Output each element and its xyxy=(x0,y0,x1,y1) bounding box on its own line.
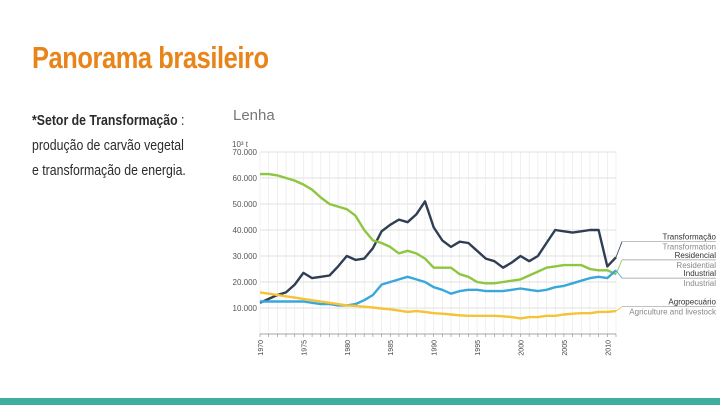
series-line xyxy=(260,172,617,285)
y-tick-label: 40.000 xyxy=(233,226,258,235)
series-line xyxy=(259,200,617,304)
axis-layer: 10.000 20.000 30.000 40.000 50.000 60.000 70.0… xyxy=(233,148,617,356)
grid-layer xyxy=(259,151,617,334)
bullet-line-3: e transformação de energia. xyxy=(32,162,186,179)
bullet-line-1: *Setor de Transformação : xyxy=(32,108,221,133)
chart-svg: Lenha 10³ t 10.000 20.000 30.000 40.000 50.0… xyxy=(232,107,717,356)
body-text: *Setor de Transformação : produção de ca… xyxy=(32,108,221,183)
x-tick-label: 1980 xyxy=(345,340,352,356)
legend-leader xyxy=(615,241,623,258)
legend-label: Transformação xyxy=(663,233,717,242)
y-tick-label: 50.000 xyxy=(233,200,258,209)
bullet-line-2: produção de carvão vegetal xyxy=(32,137,184,154)
legend-leader xyxy=(615,270,623,279)
legend-label-en: Residential xyxy=(676,261,716,270)
legend-label-en: Agriculture and livestock xyxy=(629,308,717,317)
legend-label-en: Industrial xyxy=(684,279,717,288)
lenha-chart: Lenha 10³ t 10.000 20.000 30.000 40.000 50.0… xyxy=(224,100,720,368)
bottom-accent-bar xyxy=(0,398,720,405)
x-tick-label: 2010 xyxy=(605,340,612,356)
series-line xyxy=(260,269,617,307)
legend-layer: TransformaçãoTransformationResidencialRe… xyxy=(615,233,717,317)
bullet-bold-label: *Setor de Transformação xyxy=(32,112,178,129)
y-tick-label: 10.000 xyxy=(233,304,258,313)
legend-label-en: Transformation xyxy=(663,243,717,252)
x-tick-label: 1990 xyxy=(432,340,439,356)
y-axis-unit: 10³ t xyxy=(232,140,249,149)
x-tick-label: 1995 xyxy=(475,340,482,356)
y-tick-label: 30.000 xyxy=(233,252,258,261)
x-tick-label: 2005 xyxy=(562,340,569,356)
legend-label: Residencial xyxy=(675,251,717,260)
y-tick-label: 70.000 xyxy=(233,148,258,157)
bullet-colon: : xyxy=(177,112,185,129)
legend-label: Industrial xyxy=(684,269,717,278)
series-line xyxy=(259,291,617,320)
slide-title: Panorama brasileiro xyxy=(32,40,269,75)
chart-title: Lenha xyxy=(233,107,275,124)
x-tick-label: 1975 xyxy=(301,340,308,356)
series-layer xyxy=(259,172,617,320)
x-tick-label: 2000 xyxy=(518,340,525,356)
x-tick-label: 1970 xyxy=(258,340,265,356)
y-tick-label: 60.000 xyxy=(233,174,258,183)
y-tick-label: 20.000 xyxy=(233,278,258,287)
x-tick-label: 1985 xyxy=(388,340,395,356)
legend-label: Agropecuário xyxy=(668,298,716,307)
legend-leader xyxy=(615,306,623,312)
